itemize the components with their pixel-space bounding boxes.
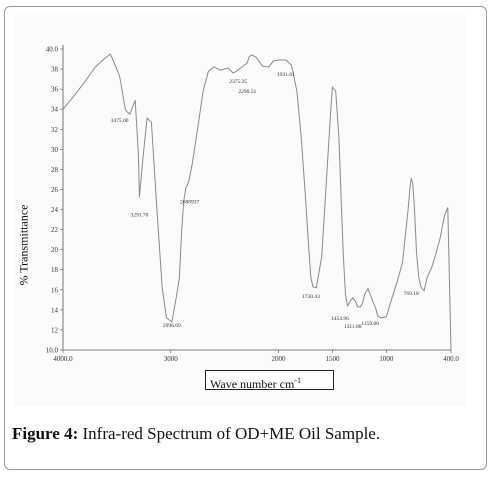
y-tick-label: 12 bbox=[51, 326, 59, 334]
figure-caption: Figure 4: Infra-red Spectrum of OD+ME Oi… bbox=[12, 424, 380, 444]
chart-axes bbox=[62, 45, 451, 351]
y-tick-label: 10.0 bbox=[46, 347, 59, 355]
peak-label: 3475.00 bbox=[111, 118, 129, 124]
y-axis-ticks: 40.0 38 36 34 32 30 28 26 24 22 20 18 16 14 12 10.0 bbox=[46, 46, 63, 355]
y-tick-label: 40.0 bbox=[46, 46, 59, 54]
peak-label: 2290.51 bbox=[238, 89, 256, 95]
y-tick-label: 20 bbox=[51, 246, 59, 254]
y-tick-label: 32 bbox=[51, 126, 59, 134]
x-tick-label: 3000 bbox=[164, 355, 179, 363]
peak-label: 1730.43 bbox=[302, 294, 320, 300]
scanned-chart-area bbox=[14, 12, 466, 406]
x-tick-label: 2000 bbox=[272, 355, 287, 363]
figure-caption-text: Infra-red Spectrum of OD+ME Oil Sample. bbox=[78, 424, 381, 443]
x-axis-label-superscript: -1 bbox=[294, 376, 302, 385]
y-tick-label: 34 bbox=[51, 106, 59, 114]
y-axis-label: % Transmittance bbox=[16, 204, 31, 286]
y-tick-label: 18 bbox=[51, 266, 59, 274]
x-axis-label-box: Wave number cm-1 bbox=[205, 370, 334, 391]
peak-label: 3291.70 bbox=[130, 213, 148, 219]
spectrum-line bbox=[62, 53, 452, 351]
peak-label: 1454.96 bbox=[331, 316, 349, 322]
x-tick-label: 1500 bbox=[325, 355, 340, 363]
peak-label: 2375.35 bbox=[229, 79, 247, 85]
figure-caption-prefix: Figure 4: bbox=[12, 424, 79, 443]
x-tick-label: 4000.0 bbox=[53, 355, 73, 363]
y-tick-label: 24 bbox=[51, 206, 59, 214]
x-tick-label: 400.0 bbox=[443, 355, 459, 363]
peak-label: 2996.69 bbox=[163, 323, 181, 329]
y-tick-label: 26 bbox=[51, 186, 59, 194]
x-axis-label: Wave number cm bbox=[210, 377, 295, 391]
y-tick-label: 30 bbox=[51, 146, 59, 154]
peak-labels: 3475.00 3291.70 2996.69 2688937 2375.35 2290.… bbox=[111, 72, 419, 330]
peak-label: 1159.00 bbox=[361, 321, 379, 327]
peak-label: 2688937 bbox=[180, 200, 200, 206]
y-tick-label: 14 bbox=[51, 306, 59, 314]
x-tick-label: 1000 bbox=[379, 355, 394, 363]
y-tick-label: 22 bbox=[51, 226, 59, 234]
peak-label: 769.18 bbox=[404, 291, 419, 297]
y-tick-label: 28 bbox=[51, 166, 59, 174]
y-tick-label: 38 bbox=[51, 66, 59, 74]
y-tick-label: 36 bbox=[51, 86, 59, 94]
peak-label: 1931.61 bbox=[277, 72, 295, 78]
y-tick-label: 16 bbox=[51, 286, 59, 294]
peak-label: 1311.88 bbox=[344, 324, 362, 330]
x-axis-ticks: 4000.0 3000 2000 1500 1000 400.0 bbox=[53, 350, 459, 363]
